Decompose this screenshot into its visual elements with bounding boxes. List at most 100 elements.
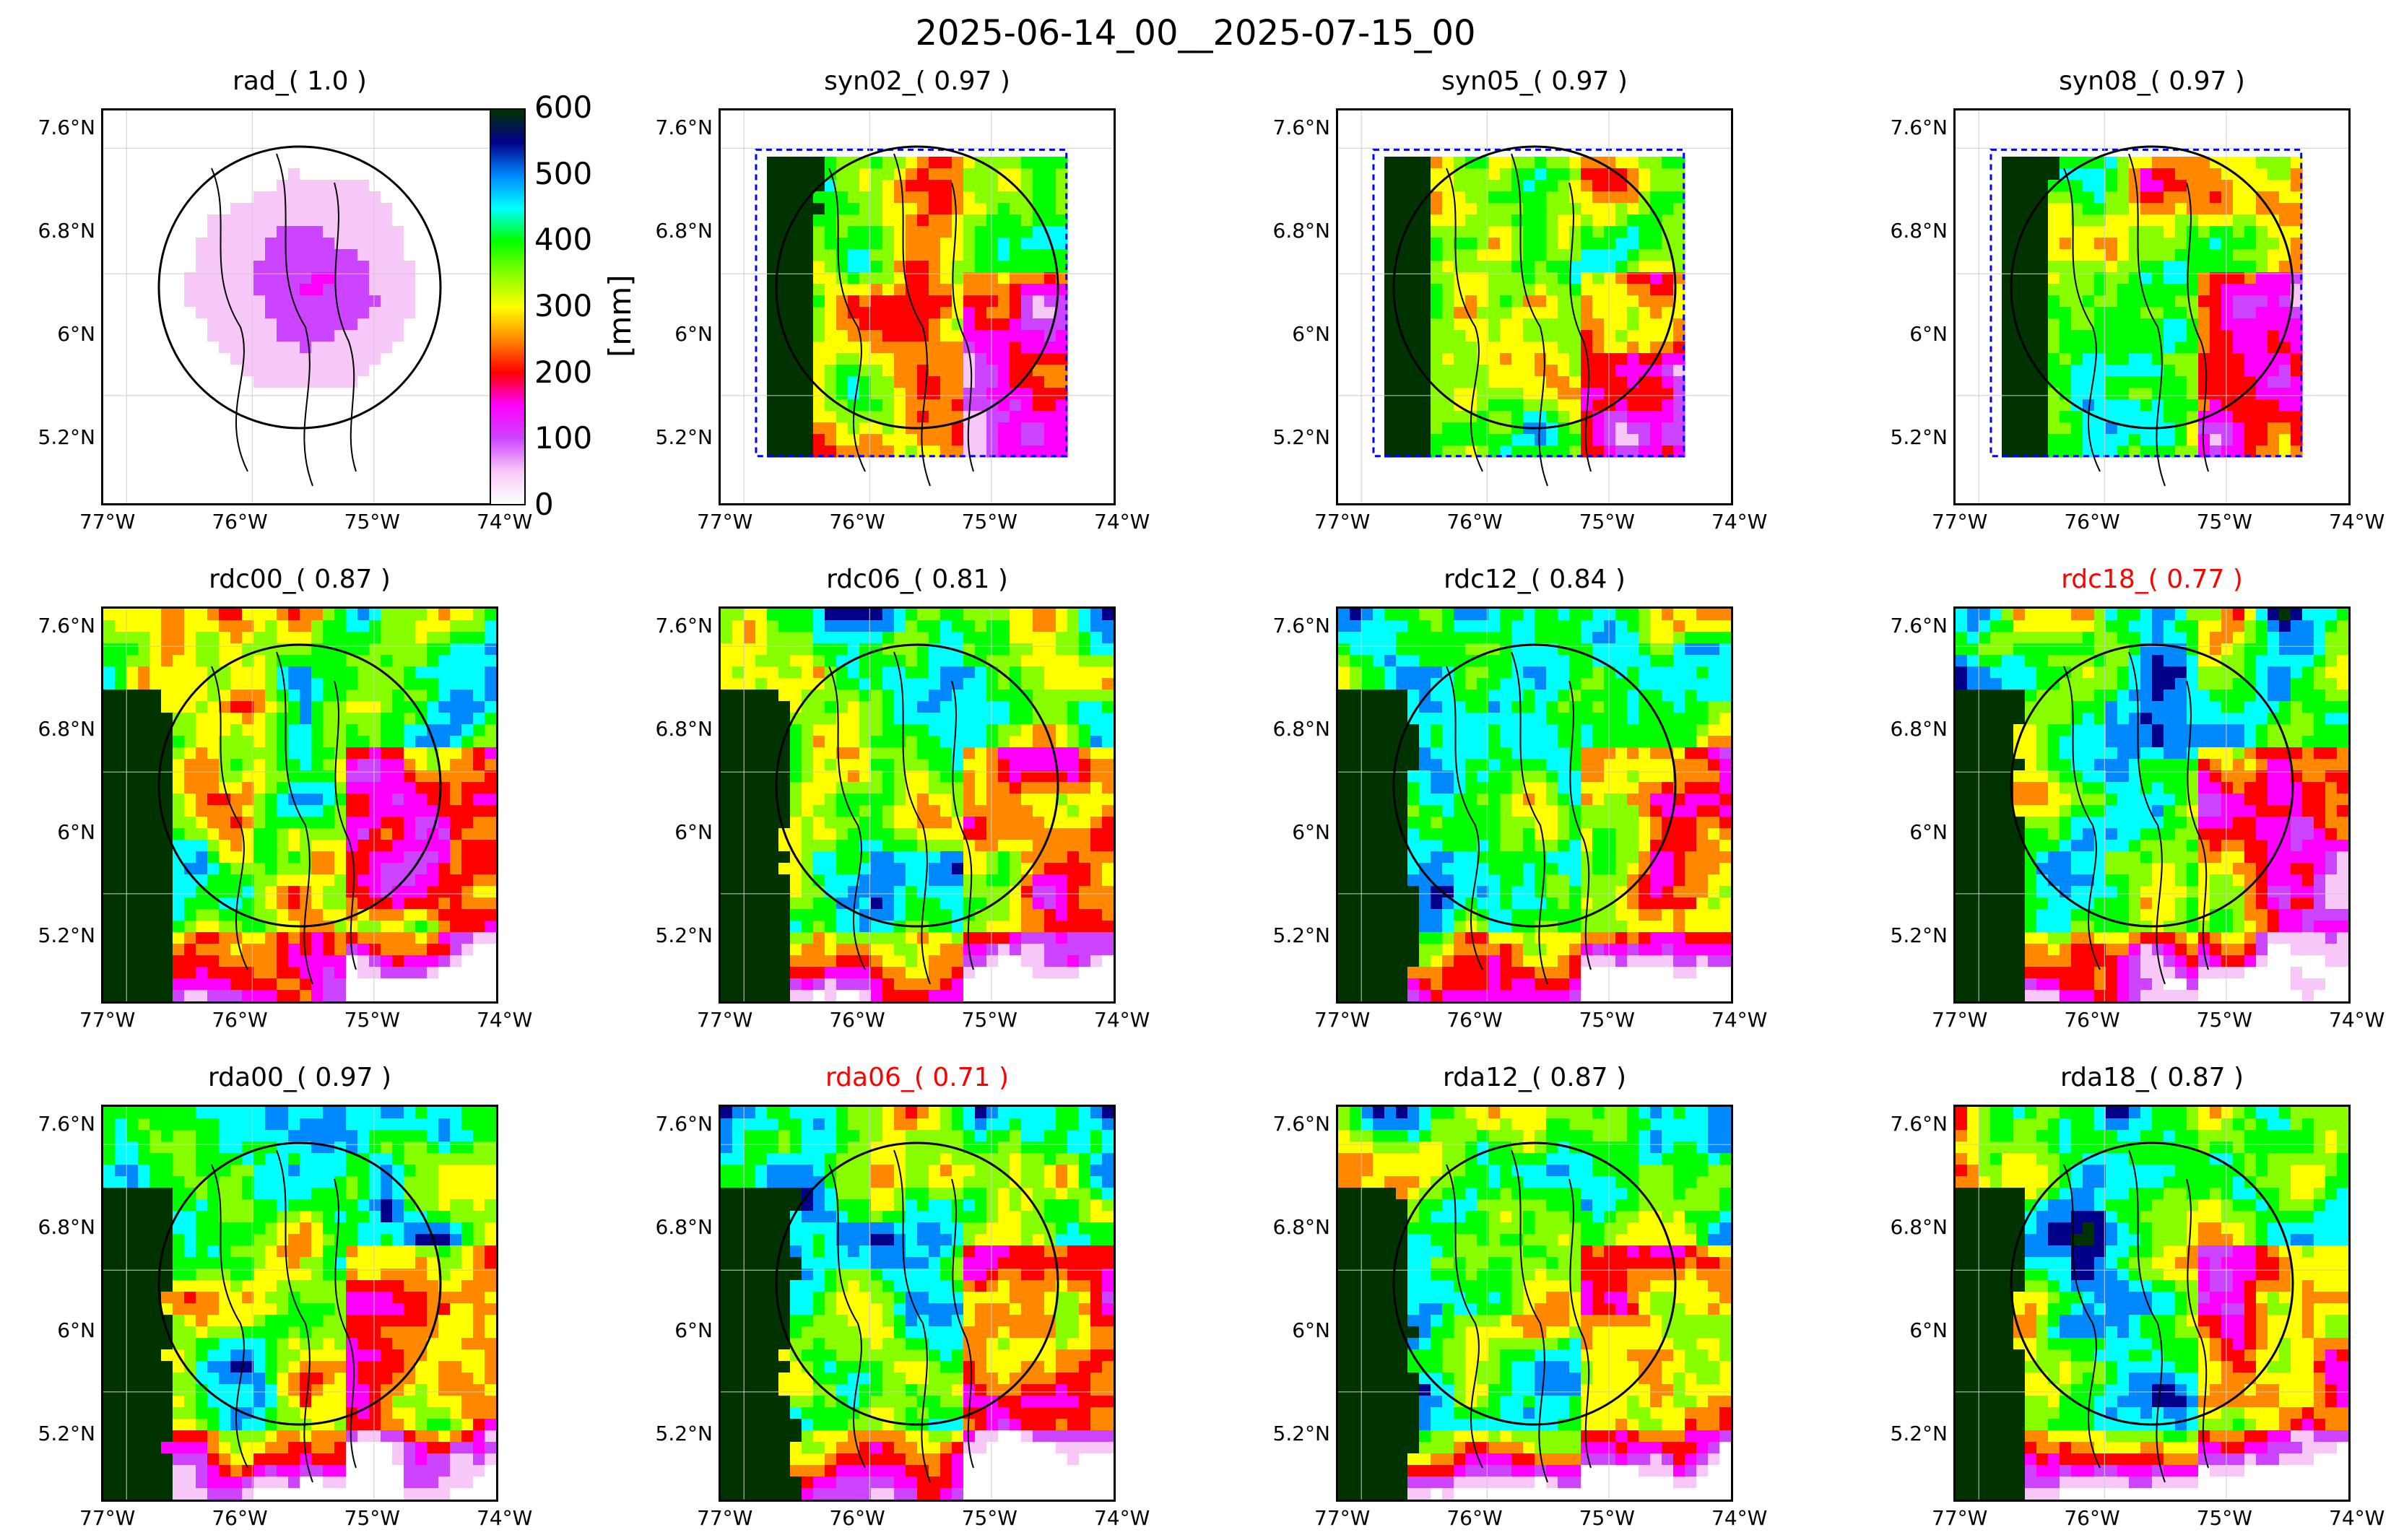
- heatmap-cell: [917, 272, 929, 284]
- radar-range-circle: [775, 145, 1059, 430]
- heatmap-cell: [802, 655, 814, 667]
- heatmap-cell: [334, 863, 347, 875]
- heatmap-cell: [277, 886, 289, 898]
- heatmap-cell: [952, 168, 964, 180]
- heatmap-cell: [253, 620, 266, 632]
- heatmap-cell: [1056, 689, 1068, 702]
- heatmap-cell: [427, 411, 439, 423]
- heatmap-cell: [277, 759, 289, 771]
- heatmap-cell: [1639, 238, 1651, 250]
- heatmap-cell: [2036, 399, 2049, 412]
- heatmap-cell: [1615, 434, 1628, 446]
- heatmap-cell: [2291, 249, 2303, 261]
- heatmap-cell: [381, 921, 393, 933]
- heatmap-cell: [357, 944, 370, 956]
- heatmap-cell: [906, 342, 918, 354]
- heatmap-cell: [848, 689, 860, 702]
- heatmap-cell: [2025, 445, 2037, 458]
- heatmap-cell: [253, 655, 266, 667]
- heatmap-cell: [1090, 609, 1103, 621]
- heatmap-cell: [894, 689, 906, 702]
- heatmap-cell: [755, 724, 768, 736]
- heatmap-cell: [2187, 422, 2199, 435]
- heatmap-cell: [334, 609, 347, 621]
- heatmap-cell: [894, 782, 906, 794]
- heatmap-cell: [461, 944, 474, 956]
- heatmap-cell: [755, 782, 768, 794]
- heatmap-cell: [940, 759, 953, 771]
- heatmap-cell: [2013, 307, 2026, 319]
- heatmap-cell: [381, 955, 393, 967]
- heatmap-cell: [404, 388, 416, 400]
- heatmap-cell: [1627, 284, 1639, 296]
- heatmap-cell: [357, 782, 370, 794]
- heatmap-cell: [242, 238, 254, 250]
- heatmap-cell: [415, 759, 428, 771]
- heatmap-cell: [836, 411, 849, 423]
- heatmap-cell: [461, 284, 474, 296]
- heatmap-cell: [2106, 411, 2118, 423]
- heatmap-cell: [825, 759, 837, 771]
- heatmap-cell: [415, 897, 428, 910]
- heatmap-cell: [2291, 342, 2303, 354]
- heatmap-cell: [311, 388, 324, 400]
- heatmap-cell: [1615, 330, 1628, 342]
- heatmap-cell: [450, 284, 462, 296]
- heatmap-cell: [1044, 701, 1056, 713]
- heatmap-cell: [381, 203, 393, 215]
- heatmap-cell: [2094, 272, 2106, 284]
- heatmap-cell: [103, 759, 116, 771]
- heatmap-cell: [2117, 434, 2130, 446]
- heatmap-cell: [265, 457, 277, 469]
- heatmap-cell: [1079, 863, 1091, 875]
- heatmap-cell: [940, 632, 953, 644]
- heatmap-cell: [149, 701, 162, 713]
- heatmap-cell: [1662, 168, 1674, 180]
- heatmap-cell: [2071, 238, 2083, 250]
- heatmap-cell: [392, 284, 404, 296]
- heatmap-cell: [825, 365, 837, 377]
- heatmap-cell: [2175, 330, 2187, 342]
- heatmap-cell: [1010, 191, 1022, 204]
- heatmap-cell: [1384, 318, 1397, 331]
- heatmap-cell: [1010, 713, 1022, 725]
- heatmap-cell: [392, 805, 404, 817]
- heatmap-cell: [149, 724, 162, 736]
- heatmap-cell: [323, 828, 335, 840]
- heatmap-cell: [1442, 399, 1454, 412]
- heatmap-cell: [161, 944, 173, 956]
- heatmap-cell: [1419, 180, 1431, 192]
- heatmap-cell: [323, 261, 335, 273]
- heatmap-cell: [1056, 874, 1068, 887]
- heatmap-cell: [207, 921, 220, 933]
- heatmap-cell: [998, 295, 1010, 308]
- heatmap-cell: [427, 168, 439, 180]
- heatmap-cell: [1102, 632, 1114, 644]
- heatmap-cell: [1639, 226, 1651, 238]
- heatmap-cell: [2025, 422, 2037, 435]
- heatmap-cell: [461, 620, 474, 632]
- heatmap-cell: [1407, 168, 1420, 180]
- heatmap-cell: [1407, 399, 1420, 412]
- heatmap-cell: [323, 689, 335, 702]
- heatmap-cell: [1419, 342, 1431, 354]
- heatmap-cell: [2106, 168, 2118, 180]
- y-tick-label: 6°N: [674, 322, 713, 346]
- heatmap-cell: [813, 445, 825, 458]
- heatmap-cell: [1384, 411, 1397, 423]
- heatmap-cell: [871, 863, 883, 875]
- heatmap-cell: [790, 226, 802, 238]
- heatmap-cell: [2060, 342, 2072, 354]
- heatmap-cell: [2140, 353, 2153, 365]
- heatmap-cell: [1477, 168, 1489, 180]
- heatmap-cell: [802, 897, 814, 910]
- heatmap-cell: [149, 376, 162, 388]
- heatmap-cell: [1627, 203, 1639, 215]
- heatmap-cell: [2256, 284, 2268, 296]
- heatmap-cell: [882, 874, 895, 887]
- heatmap-cell: [1615, 191, 1628, 204]
- heatmap-cell: [882, 701, 895, 713]
- heatmap-cell: [1056, 307, 1068, 319]
- heatmap-cell: [323, 609, 335, 621]
- heatmap-cell: [357, 434, 370, 446]
